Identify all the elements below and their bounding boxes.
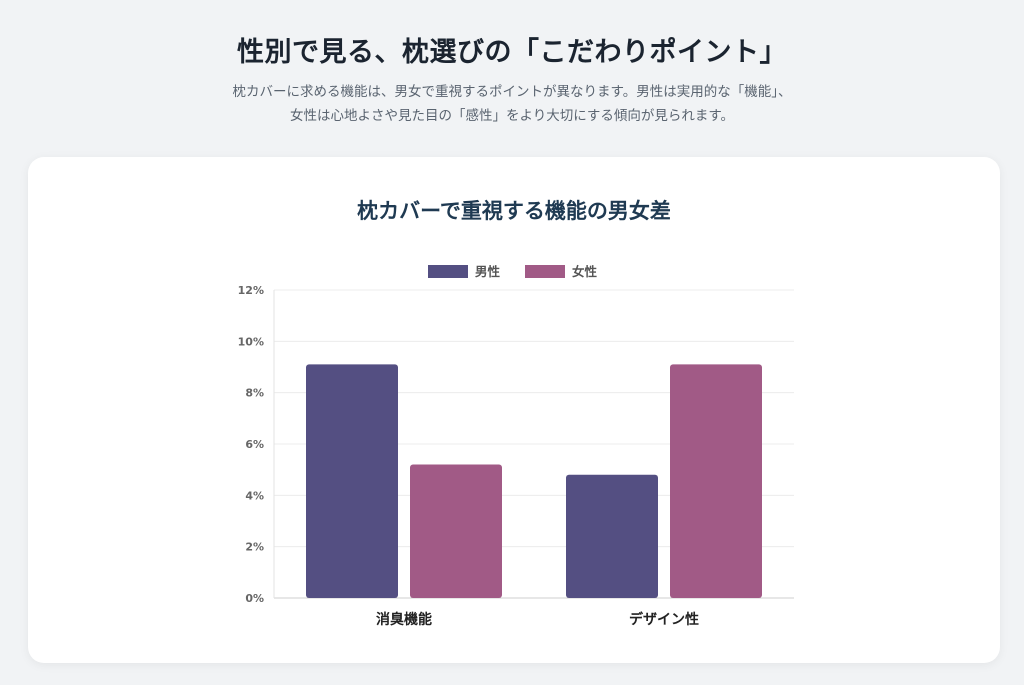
y-tick-label: 12%: [238, 284, 264, 297]
bar-female-1: [670, 364, 762, 598]
y-tick-label: 8%: [245, 387, 264, 400]
y-tick-label: 2%: [245, 541, 264, 554]
bar-female-0: [410, 464, 502, 598]
bar-chart: 0% 2% 4% 6% 8% 10% 12% 消臭機能 デザイン性 男性 女性: [238, 264, 794, 628]
legend-swatch-1: [525, 265, 565, 278]
legend-label-1: 女性: [572, 264, 598, 279]
x-category-label: デザイン性: [629, 611, 699, 628]
chart-card: 枕カバーで重視する機能の男女差 0% 2% 4% 6% 8% 10% 12% 消臭機能 デザイン…: [28, 157, 1000, 663]
legend-label-0: 男性: [475, 264, 501, 279]
y-tick-label: 10%: [238, 335, 264, 348]
subtitle-line-1: 枕カバーに求める機能は、男女で重視するポイントが異なります。男性は実用的な「機能…: [232, 84, 792, 100]
bar-male-1: [566, 474, 658, 598]
page-title: 性別で見る、枕選びの「こだわりポイント」: [237, 37, 787, 68]
chart-title: 枕カバーで重視する機能の男女差: [357, 199, 671, 223]
y-tick-label: 6%: [245, 438, 264, 451]
y-tick-label: 0%: [245, 592, 264, 605]
subtitle-line-2: 女性は心地よさや見た目の「感性」をより大切にする傾向が見られます。: [289, 108, 734, 124]
y-tick-label: 4%: [245, 489, 264, 502]
bar-male-0: [306, 364, 398, 598]
legend-swatch-0: [428, 265, 468, 278]
x-category-label: 消臭機能: [376, 611, 432, 628]
